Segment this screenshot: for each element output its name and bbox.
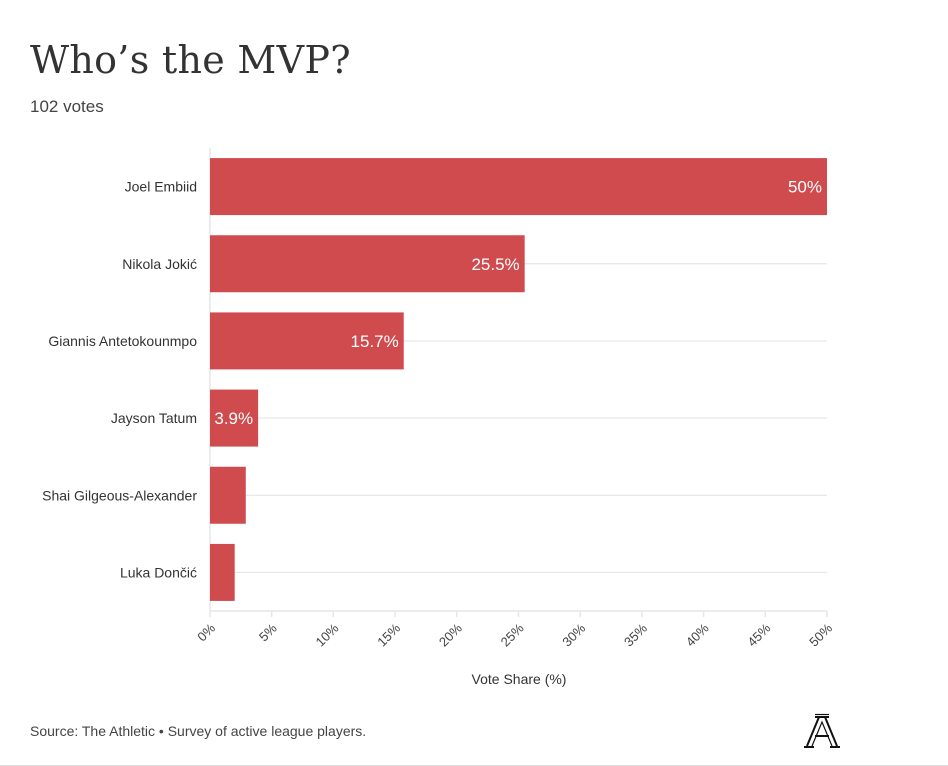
x-tick-label: 15% xyxy=(374,620,403,649)
gridlines xyxy=(209,148,827,611)
category-label: Joel Embiid xyxy=(125,179,197,195)
category-label: Giannis Antetokounmpo xyxy=(48,333,197,349)
x-tick-label: 20% xyxy=(436,620,465,649)
x-tick-label: 10% xyxy=(313,620,342,649)
x-tick-label: 40% xyxy=(683,620,712,649)
x-tick-label: 0% xyxy=(194,620,218,644)
bar-3 xyxy=(210,389,259,447)
data-label: 25.5% xyxy=(471,255,519,274)
x-tick-label: 25% xyxy=(498,620,527,649)
data-label: 15.7% xyxy=(351,332,399,351)
category-label: Luka Dončić xyxy=(120,564,197,580)
category-label: Jayson Tatum xyxy=(111,410,197,426)
x-tick-label: 50% xyxy=(806,620,835,649)
x-tick-label: 35% xyxy=(621,620,650,649)
category-label: Shai Gilgeous-Alexander xyxy=(42,487,197,503)
data-label: 3.9% xyxy=(214,409,253,428)
chart-subtitle: 102 votes xyxy=(30,97,104,116)
source-note: Source: The Athletic • Survey of active … xyxy=(30,723,367,739)
bar-0 xyxy=(210,158,827,216)
x-axis-label: Vote Share (%) xyxy=(472,671,567,687)
x-axis: 0% 5% 10% 15% 20% 25% 30% 35% 40% 45% 50% xyxy=(194,610,835,650)
the-athletic-logo-icon xyxy=(804,713,840,748)
category-labels: Joel Embiid Nikola Jokić Giannis Antetokou… xyxy=(42,179,197,581)
x-tick-label: 5% xyxy=(256,620,280,644)
data-label: 50% xyxy=(788,178,822,197)
bar-1 xyxy=(210,235,525,293)
category-label: Nikola Jokić xyxy=(122,256,197,272)
x-tick-label: 30% xyxy=(559,620,588,649)
bar-2 xyxy=(210,312,404,370)
bar-4 xyxy=(210,466,246,524)
bars: 50% 25.5% 15.7% 3.9% xyxy=(210,158,827,601)
x-tick-label: 45% xyxy=(744,620,773,649)
chart-title: Who’s the MVP? xyxy=(30,38,351,82)
bar-5 xyxy=(210,543,235,601)
